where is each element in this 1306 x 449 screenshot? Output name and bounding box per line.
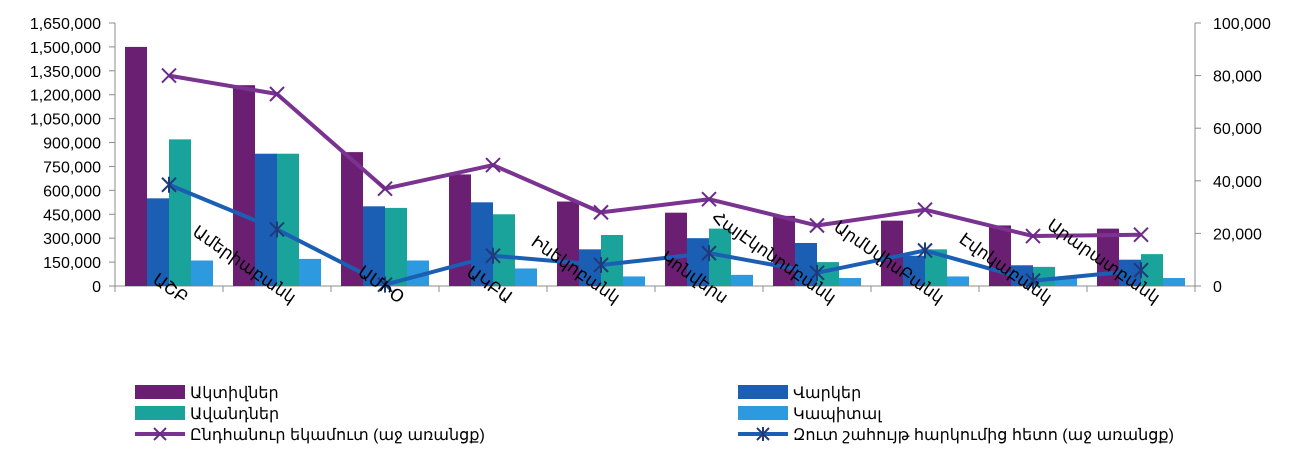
bar — [125, 46, 147, 287]
point-marker — [1133, 227, 1149, 243]
bar — [277, 153, 299, 286]
point-marker — [161, 67, 177, 84]
bar — [839, 278, 861, 286]
legend-label: Ակտիվներ — [190, 385, 279, 402]
bar — [407, 260, 429, 286]
bar — [881, 220, 903, 286]
legend-marker — [153, 427, 167, 441]
y-right-tick-label: 0 — [1213, 279, 1222, 296]
series-line — [168, 73, 1142, 239]
point-marker — [485, 157, 501, 173]
legend-label: Կապիտալ — [793, 406, 882, 423]
bar — [795, 242, 817, 286]
bar — [947, 276, 969, 286]
bar — [1141, 254, 1163, 286]
y-right-tick-label: 20,000 — [1213, 226, 1262, 243]
point-marker — [269, 221, 285, 238]
tick-labels: 0 150,000 300,000 450,000 600,000 750,000 900,… — [30, 16, 1271, 296]
y-right-tick-label: 40,000 — [1213, 174, 1262, 191]
legend: Ակտիվներ Վարկեր Ավանդներ Կապիտալ Ընդհանուր ե… — [135, 385, 1174, 444]
point-marker — [809, 217, 825, 234]
legend-swatch — [135, 406, 185, 420]
bar — [471, 202, 493, 286]
bar — [687, 238, 709, 286]
bar — [449, 174, 471, 286]
bar — [515, 268, 537, 286]
legend-label: Վարկեր — [793, 385, 861, 402]
legend-swatch — [738, 385, 788, 399]
y-left-tick-label: 300,000 — [43, 231, 101, 248]
bar — [299, 258, 321, 286]
bar — [341, 152, 363, 286]
bar — [147, 198, 169, 286]
bar — [1055, 278, 1077, 286]
point-marker — [377, 180, 393, 197]
point-marker — [701, 245, 717, 262]
y-left-tick-label: 600,000 — [43, 183, 101, 200]
point-marker — [593, 256, 609, 273]
bar — [665, 212, 687, 286]
point-marker — [809, 264, 825, 281]
point-marker — [161, 176, 177, 193]
legend-marker — [756, 427, 770, 441]
y-left-tick-label: 750,000 — [43, 159, 101, 176]
bar — [557, 201, 579, 286]
bar — [255, 153, 277, 286]
bar — [623, 276, 645, 286]
y-left-tick-label: 1,200,000 — [30, 88, 101, 105]
y-left-tick-label: 1,500,000 — [30, 40, 101, 57]
legend-label: Ընդհանուր եկամուտ (աջ առանցք) — [190, 427, 485, 444]
bar — [903, 255, 925, 286]
bar — [709, 228, 731, 286]
y-left-tick-label: 150,000 — [43, 255, 101, 272]
y-left-tick-label: 1,650,000 — [30, 16, 101, 33]
bar — [1163, 278, 1185, 286]
point-marker — [1133, 262, 1149, 279]
legend-swatch — [135, 385, 185, 399]
point-marker — [701, 191, 717, 207]
lines — [161, 67, 1149, 293]
point-marker — [1025, 228, 1041, 244]
bar — [385, 207, 407, 286]
legend-label: Ավանդներ — [190, 406, 279, 423]
series-line — [168, 182, 1142, 287]
point-marker — [593, 204, 609, 221]
bars — [125, 46, 1185, 287]
bar — [363, 206, 385, 286]
legend-label: Զուտ շահույթ հարկումից հետո (աջ առանցք) — [793, 427, 1174, 444]
legend-swatch — [738, 406, 788, 420]
y-right-tick-label: 100,000 — [1213, 16, 1271, 33]
y-left-tick-label: 0 — [92, 279, 101, 296]
point-marker — [269, 86, 285, 102]
bar — [169, 139, 191, 286]
y-right-tick-label: 60,000 — [1213, 121, 1262, 138]
bar — [601, 234, 623, 286]
bar — [493, 214, 515, 286]
point-marker — [485, 247, 501, 264]
y-left-tick-label: 1,050,000 — [30, 112, 101, 129]
bar — [731, 274, 753, 286]
point-marker — [917, 202, 933, 218]
bar — [191, 260, 213, 286]
y-left-tick-label: 900,000 — [43, 136, 101, 153]
y-right-tick-label: 80,000 — [1213, 69, 1262, 86]
bar — [925, 249, 947, 286]
y-left-tick-label: 450,000 — [43, 207, 101, 224]
point-marker — [377, 276, 393, 293]
point-marker — [1025, 272, 1041, 289]
y-left-tick-label: 1,350,000 — [30, 64, 101, 81]
point-marker — [917, 242, 933, 259]
bar — [233, 85, 255, 286]
